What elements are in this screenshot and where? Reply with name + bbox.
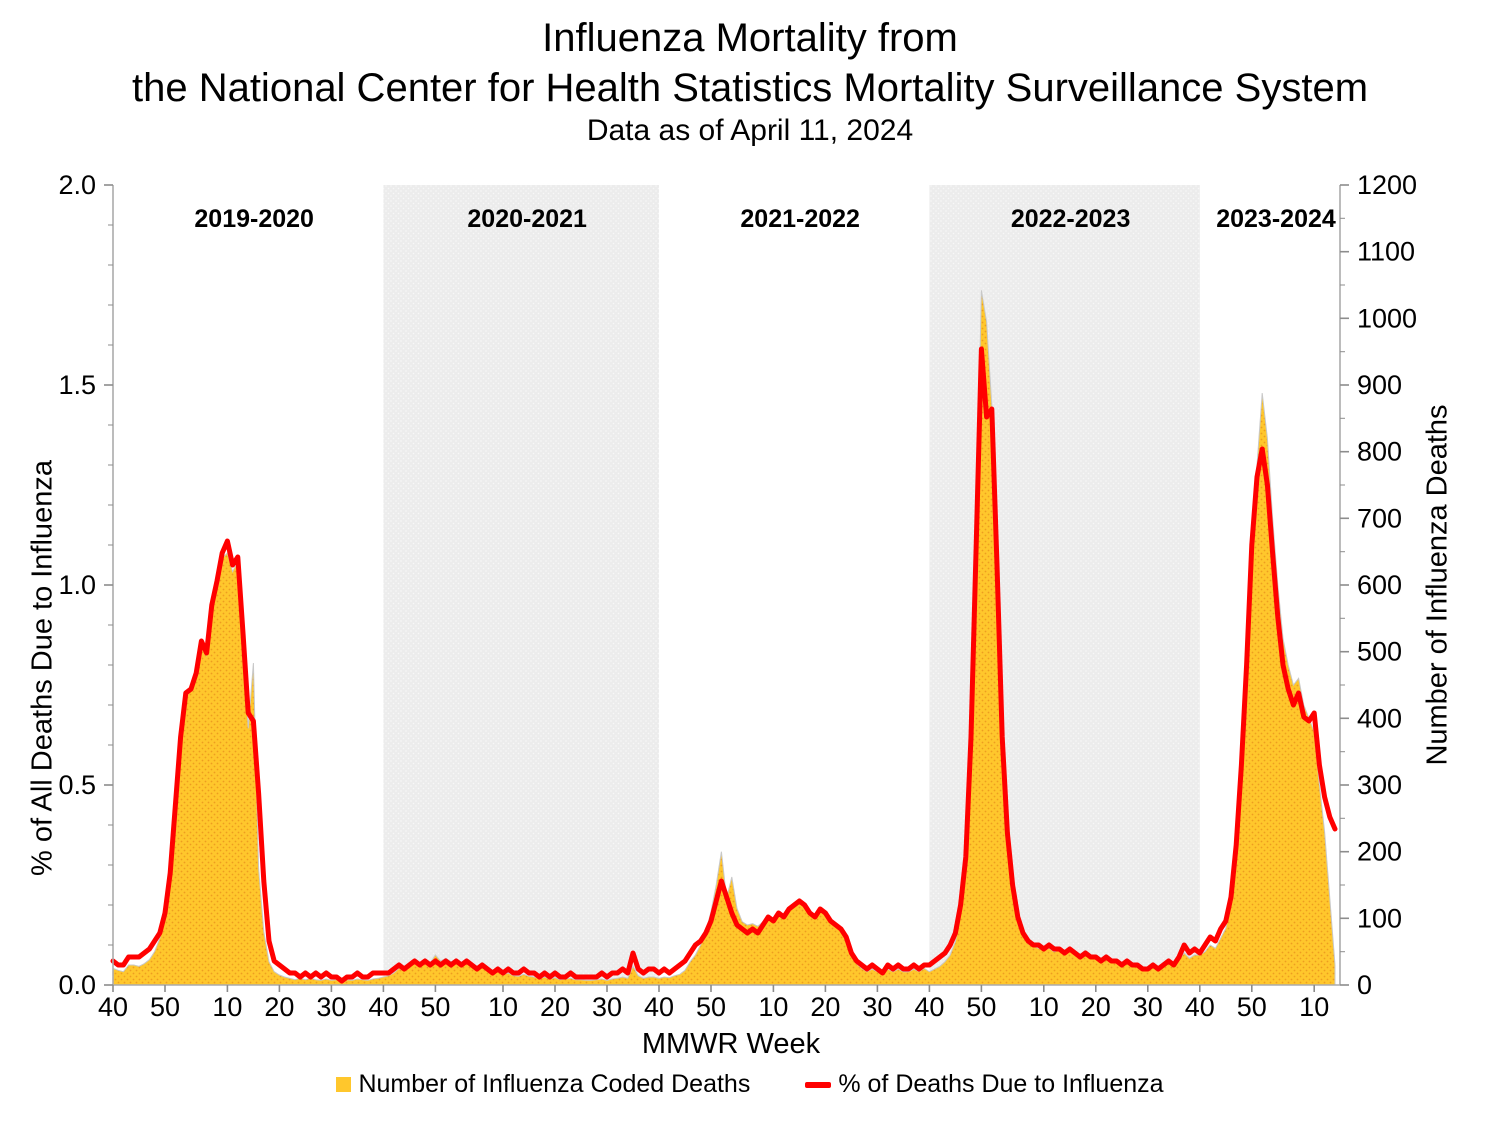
legend-item-percent-deaths: % of Deaths Due to Influenza [805,1070,1164,1099]
season-label-2020-2021: 2020-2021 [467,205,587,233]
x-axis-tick-label: 30 [592,992,622,1022]
x-axis-tick-label: 30 [1133,992,1163,1022]
left-axis-tick-label: 1.5 [58,370,96,400]
x-axis-tick-label: 10 [758,992,788,1022]
right-axis-tick-label: 800 [1357,437,1402,467]
season-band-2020-2021 [383,185,659,985]
right-axis-tick-label: 0 [1357,970,1372,1000]
x-axis-tick-label: 50 [1237,992,1267,1022]
line-series-percent-deaths [110,346,1338,984]
x-axis-tick-label: 40 [368,992,398,1022]
left-axis-title: % of All Deaths Due to Influenza [26,460,59,876]
left-axis-tick-label: 0.0 [58,970,96,1000]
chart-title-line1: Influenza Mortality from [542,16,958,60]
x-axis-tick-label: 50 [966,992,996,1022]
x-axis-tick-label: 30 [862,992,892,1022]
line-swatch-icon [805,1081,832,1088]
legend-label-area: Number of Influenza Coded Deaths [358,1070,751,1098]
right-axis-tick-label: 600 [1357,570,1402,600]
right-axis-tick-label: 100 [1357,903,1402,933]
right-axis-tick-label: 300 [1357,770,1402,800]
x-axis-tick-label: 40 [644,992,674,1022]
x-axis-tick-label: 10 [212,992,242,1022]
x-axis-tick-label: 40 [1185,992,1215,1022]
right-axis-title: Number of Influenza Deaths [1421,404,1454,766]
right-axis-tick-label: 1200 [1357,170,1417,200]
chart-subtitle-data-as-of: Data as of April 11, 2024 [586,114,914,147]
x-axis-tick-label: 50 [150,992,180,1022]
left-axis-tick-label: 0.5 [58,770,96,800]
chart-title-line2: the National Center for Health Statistic… [131,66,1369,110]
x-axis-tick-label: 40 [914,992,944,1022]
x-axis-tick-label: 10 [1299,992,1329,1022]
x-axis-tick-label: 20 [1081,992,1111,1022]
x-axis-tick-label: 50 [696,992,726,1022]
right-axis-tick-label: 500 [1357,637,1402,667]
x-axis-title: MMWR Week [641,1028,821,1060]
left-axis-tick-label: 2.0 [58,170,96,200]
legend: Number of Influenza Coded Deaths % of De… [0,1070,1500,1099]
season-label-2019-2020: 2019-2020 [194,205,314,233]
x-axis-tick-label: 10 [1029,992,1059,1022]
right-axis-tick-label: 200 [1357,837,1402,867]
right-axis-tick-label: 900 [1357,370,1402,400]
x-axis-tick-label: 20 [540,992,570,1022]
legend-label-line: % of Deaths Due to Influenza [838,1070,1164,1098]
season-label-2021-2022: 2021-2022 [740,205,860,233]
right-axis-tick-label: 400 [1357,703,1402,733]
right-axis-tick-label: 1000 [1357,303,1417,333]
x-axis-tick-label: 40 [98,992,128,1022]
season-label-2022-2023: 2022-2023 [1011,205,1131,233]
area-swatch-icon [336,1077,352,1092]
x-axis-tick-label: 20 [264,992,294,1022]
x-axis-tick-label: 10 [488,992,518,1022]
season-label-2023-2024: 2023-2024 [1216,205,1336,233]
legend-item-influenza-coded-deaths: Number of Influenza Coded Deaths [336,1070,750,1099]
x-axis-tick-label: 20 [810,992,840,1022]
x-axis-tick-label: 30 [316,992,346,1022]
x-axis-tick-label: 50 [420,992,450,1022]
right-axis-tick-label: 1100 [1357,237,1415,267]
right-axis-tick-label: 700 [1357,503,1402,533]
left-axis-tick-label: 1.0 [58,570,96,600]
